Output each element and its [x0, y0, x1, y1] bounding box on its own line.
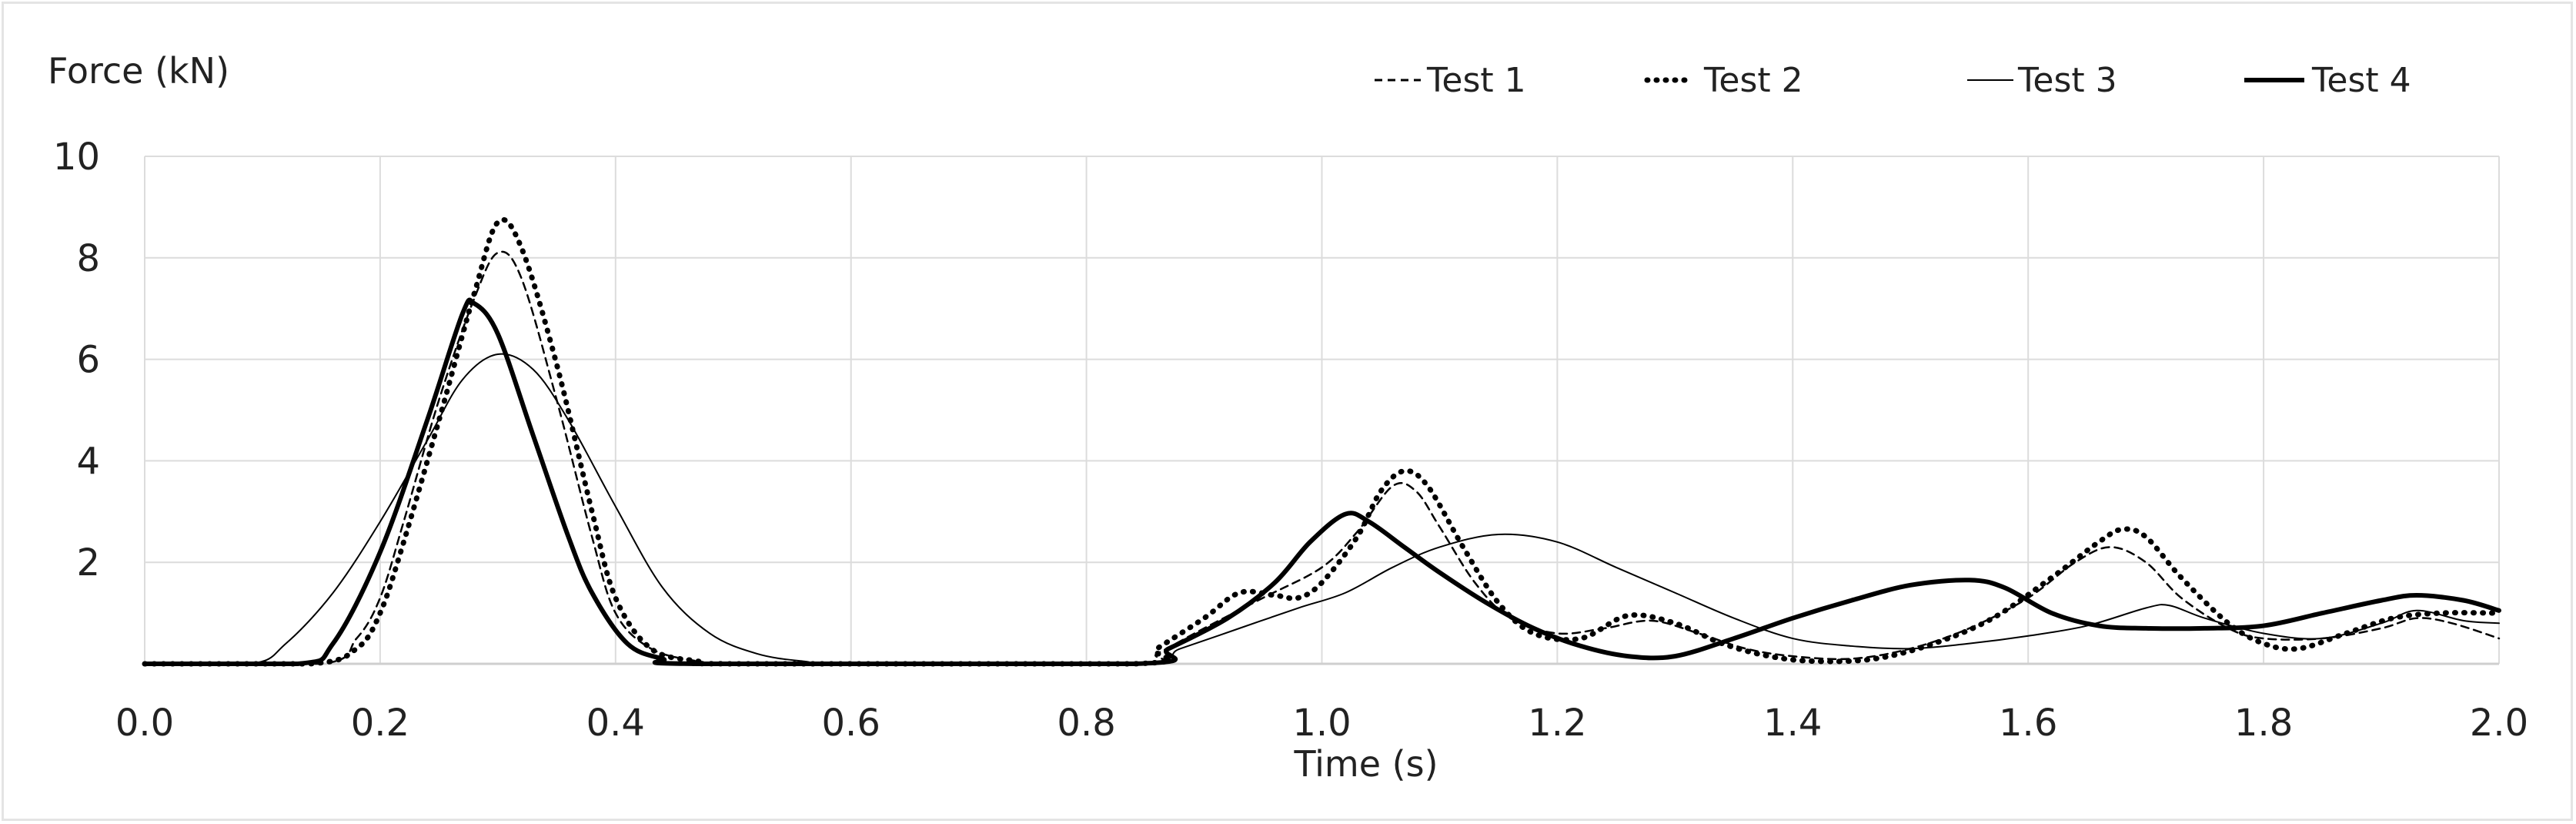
- x-axis-title: Time (s): [1293, 743, 1438, 785]
- x-tick-label: 0.6: [822, 702, 880, 745]
- x-tick-label: 0.2: [351, 702, 409, 745]
- legend-item-test-1: Test 1: [1375, 61, 1526, 100]
- x-tick-label: 1.4: [1763, 702, 1822, 745]
- x-tick-label: 1.2: [1528, 702, 1586, 745]
- y-tick-label: 8: [76, 237, 100, 280]
- y-tick-label: 6: [76, 339, 100, 382]
- series-line-test-1: [143, 250, 2501, 665]
- legend-label-test-3: Test 3: [2017, 61, 2117, 100]
- series-line-test-3: [144, 353, 2500, 665]
- x-tick-label: 0.8: [1057, 702, 1115, 745]
- legend-label-test-1: Test 1: [1426, 61, 1526, 100]
- y-axis-title: Force (kN): [48, 50, 229, 92]
- series-line-test-4: [142, 297, 2501, 667]
- legend: Test 1 Test 2 Test 3 Test 4: [1375, 61, 2411, 100]
- y-tick-label: 10: [53, 136, 100, 179]
- x-tick-label: 1.6: [1999, 702, 2057, 745]
- legend-item-test-4: Test 4: [2244, 61, 2411, 100]
- legend-item-test-3: Test 3: [1967, 61, 2117, 100]
- grid: [144, 156, 2500, 665]
- legend-label-test-2: Test 2: [1703, 61, 1803, 100]
- plot-area: [142, 216, 2502, 667]
- x-tick-label: 1.0: [1292, 702, 1351, 745]
- legend-label-test-4: Test 4: [2311, 61, 2411, 100]
- x-tick-label: 1.8: [2234, 702, 2293, 745]
- x-tick-label: 0.4: [586, 702, 645, 745]
- x-tick-label: 2.0: [2470, 702, 2528, 745]
- legend-item-test-2: Test 2: [1644, 61, 1803, 100]
- x-tick-label: 0.0: [115, 702, 174, 745]
- series-line-test-2: [142, 216, 2502, 667]
- y-tick-label: 2: [76, 541, 100, 585]
- y-tick-label: 4: [76, 440, 100, 483]
- tick-labels: 0.0 0.2 0.4 0.6 0.8 1.0 1.2 1.4 1.6 1.8 2.0 2 4 6 8 10: [53, 136, 2528, 745]
